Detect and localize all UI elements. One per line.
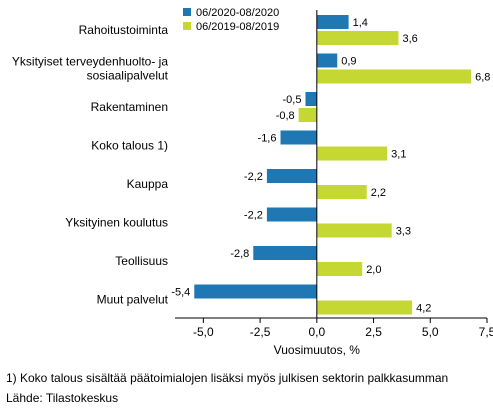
bar-series1-7 xyxy=(253,246,317,260)
bar-series1-4 xyxy=(280,130,317,145)
bar-series1-3 xyxy=(305,92,317,106)
data-label-series1-7: -2,8 xyxy=(230,248,249,260)
data-label-series1-3: -0,5 xyxy=(283,94,302,106)
bar-series2-2 xyxy=(316,69,472,84)
legend-label-1: 06/2020-08/2020 xyxy=(196,7,279,19)
data-label-series1-5: -2,2 xyxy=(244,171,263,183)
category-label-4: Koko talous 1) xyxy=(91,139,168,153)
data-label-series2-4: 3,1 xyxy=(391,149,406,161)
bar-series2-7 xyxy=(316,262,363,276)
bar-series1-8 xyxy=(194,284,317,299)
category-label-7: Teollisuus xyxy=(115,254,168,268)
data-label-series2-2: 6,8 xyxy=(475,72,490,84)
data-label-series1-1: 1,4 xyxy=(353,17,368,29)
data-label-series1-2: 0,9 xyxy=(341,56,356,68)
bar-series1-2 xyxy=(316,53,338,68)
category-label-3: Rakentaminen xyxy=(91,100,168,114)
data-label-series1-8: -5,4 xyxy=(171,287,190,299)
category-label-6: Yksityinen koulutus xyxy=(65,216,168,230)
chart-footnote: 1) Koko talous sisältää päätoimialojen l… xyxy=(6,371,449,385)
data-label-series2-8: 4,2 xyxy=(416,303,431,315)
x-tick-label-2: -2,5 xyxy=(250,325,271,339)
x-tick-label-4: 2,5 xyxy=(365,325,382,339)
data-label-series2-5: 2,2 xyxy=(371,187,386,199)
bar-series2-3 xyxy=(298,108,317,122)
category-label-1: Rahoitustoiminta xyxy=(79,23,169,37)
legend-swatch-2 xyxy=(183,22,191,30)
data-label-series1-4: -1,6 xyxy=(258,133,277,145)
category-label-2-line1: Yksityiset terveydenhuolto- ja xyxy=(12,55,168,69)
data-label-series2-3: -0,8 xyxy=(276,110,295,122)
data-label-series2-1: 3,6 xyxy=(403,33,418,45)
legend-swatch-1 xyxy=(183,8,191,16)
chart-source: Lähde: Tilastokeskus xyxy=(6,391,119,405)
x-tick-label-1: -5,0 xyxy=(193,325,214,339)
bar-series2-6 xyxy=(316,223,392,238)
x-tick-label-3: 0,0 xyxy=(308,325,325,339)
bar-series1-5 xyxy=(266,169,317,183)
bar-series2-1 xyxy=(316,31,399,45)
bar-series1-6 xyxy=(266,207,317,222)
x-axis-title: Vuosimuutos, % xyxy=(274,343,361,357)
bar-series2-8 xyxy=(316,300,413,315)
category-label-5: Kauppa xyxy=(127,177,169,191)
bar-series2-5 xyxy=(316,185,367,199)
data-label-series2-7: 2,0 xyxy=(366,264,381,276)
bar-series2-4 xyxy=(316,146,388,161)
x-tick-label-6: 7,5 xyxy=(479,325,493,339)
x-tick-label-5: 5,0 xyxy=(422,325,439,339)
bar-series1-1 xyxy=(316,15,349,29)
data-label-series2-6: 3,3 xyxy=(396,226,411,238)
data-label-series1-6: -2,2 xyxy=(244,210,263,222)
category-label-2-line2: sosiaalipalvelut xyxy=(87,69,169,83)
category-label-8: Muut palvelut xyxy=(97,293,169,307)
legend-label-2: 06/2019-08/2019 xyxy=(196,21,279,33)
